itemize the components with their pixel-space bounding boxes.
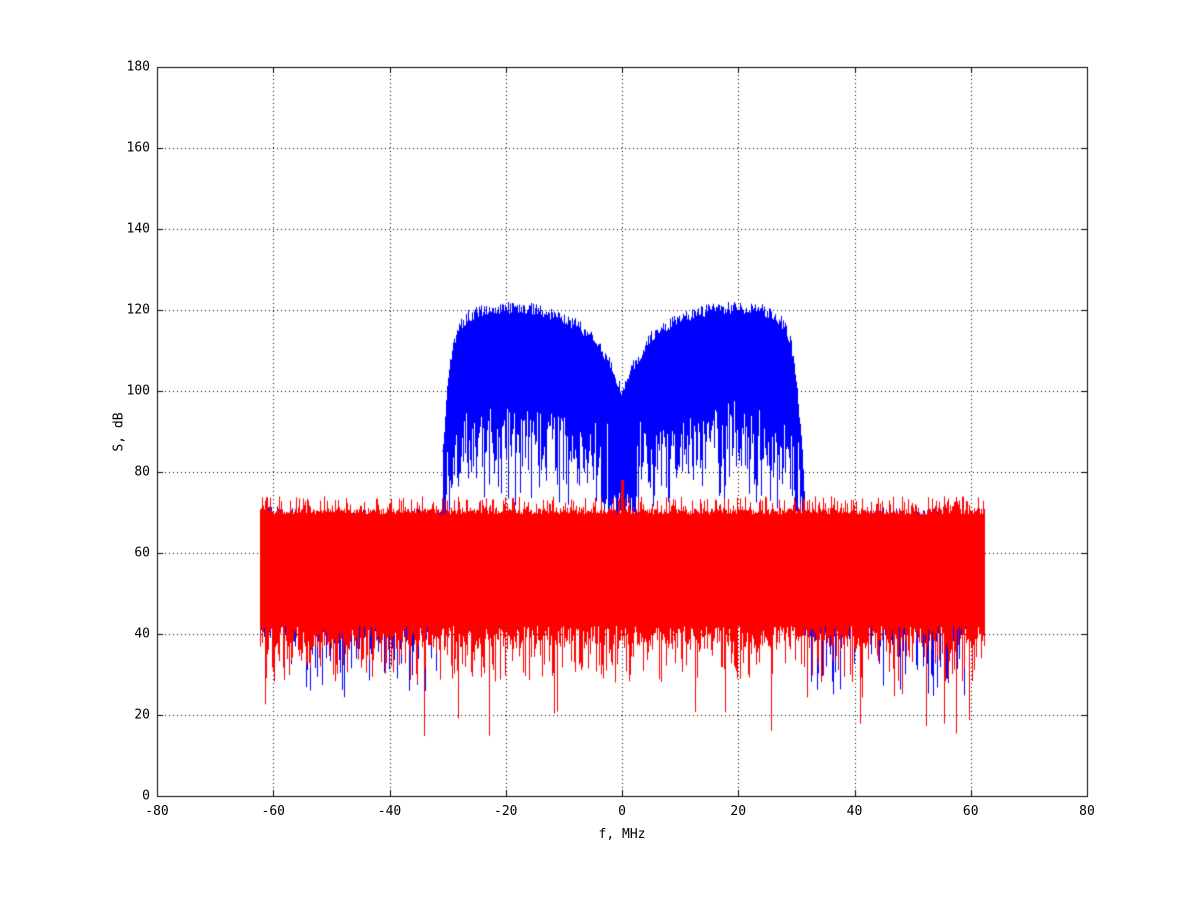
x-tick-label: 40 — [846, 804, 863, 819]
y-tick-label: 140 — [126, 221, 150, 237]
x-tick-label: 60 — [962, 804, 979, 819]
x-tick-label: -20 — [494, 804, 518, 819]
x-axis-label: f, MHz — [598, 827, 646, 842]
x-tick-label: -60 — [261, 804, 285, 819]
y-tick-label: 100 — [126, 383, 150, 399]
y-tick-label: 120 — [126, 302, 150, 318]
x-tick-label: 0 — [618, 804, 626, 819]
y-tick-label: 0 — [142, 788, 150, 804]
x-tick-label: 80 — [1079, 804, 1095, 819]
y-tick-label: 60 — [134, 545, 150, 561]
y-axis-label: S, dB — [111, 411, 127, 452]
x-tick-label: 20 — [730, 804, 747, 819]
y-tick-label: 180 — [126, 59, 150, 75]
y-tick-label: 80 — [134, 464, 150, 480]
x-tick-label: -40 — [377, 804, 402, 819]
x-tick-label: -80 — [145, 804, 169, 819]
y-tick-label: 160 — [126, 140, 150, 156]
y-tick-label: 40 — [134, 626, 150, 642]
y-tick-label: 20 — [134, 707, 150, 723]
